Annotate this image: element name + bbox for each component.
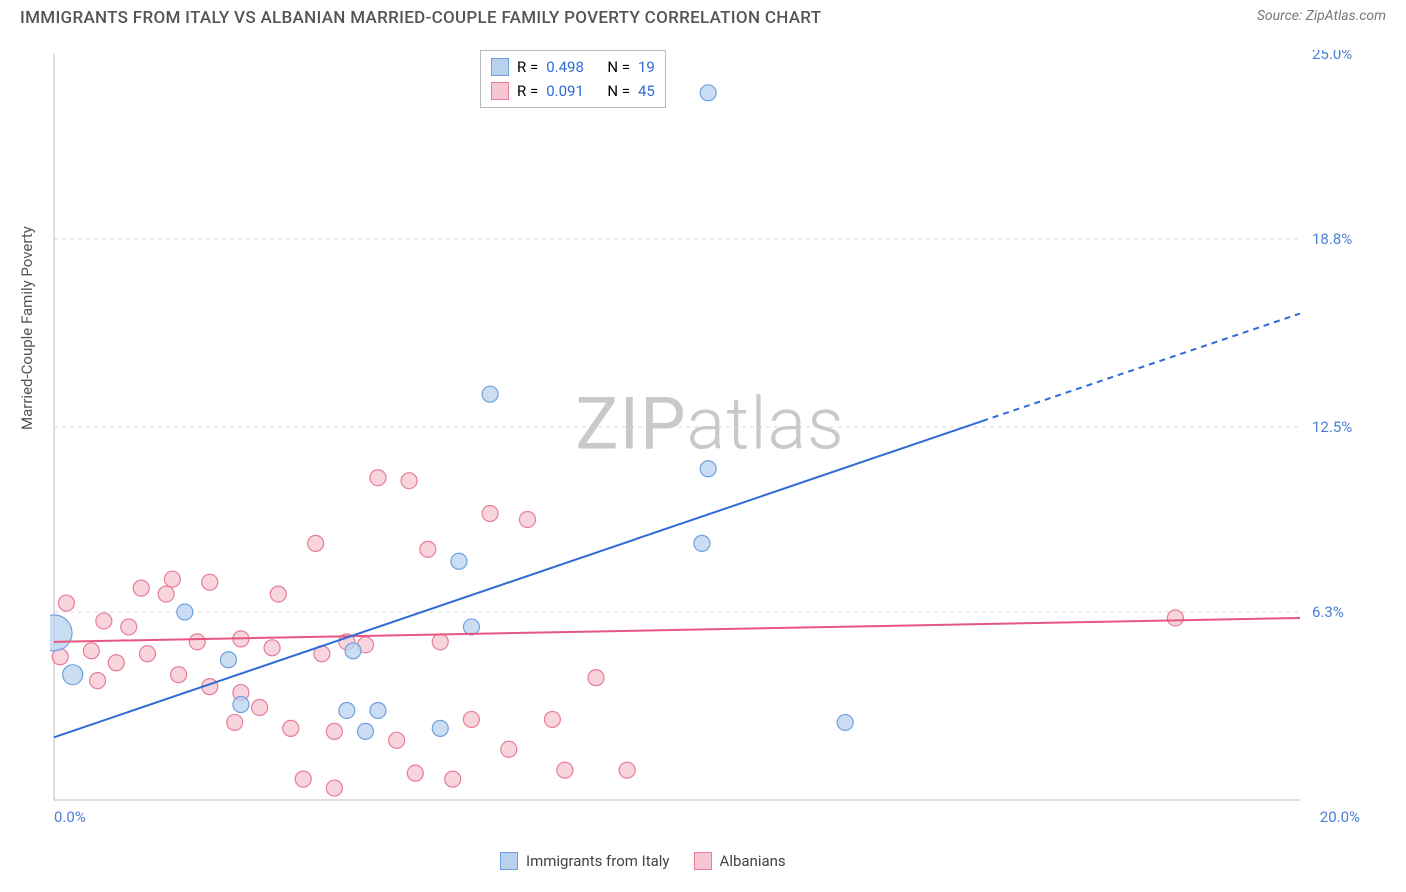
svg-text:12.5%: 12.5% [1312,418,1352,436]
svg-text:6.3%: 6.3% [1312,603,1344,621]
legend-row-italy: R = 0.498 N = 19 [491,55,655,79]
swatch-italy-icon [500,852,518,870]
source-attribution: Source: ZipAtlas.com [1257,8,1386,24]
swatch-albanians-icon [694,852,712,870]
svg-text:18.8%: 18.8% [1312,230,1352,248]
r-value-albanians: 0.091 [546,79,584,103]
svg-text:0.0%: 0.0% [54,808,86,826]
legend-row-albanians: R = 0.091 N = 45 [491,79,655,103]
svg-text:25.0%: 25.0% [1312,50,1352,63]
svg-text:20.0%: 20.0% [1320,808,1360,826]
legend-item-albanians: Albanians [694,852,786,870]
chart-title: IMMIGRANTS FROM ITALY VS ALBANIAN MARRIE… [20,8,821,28]
scatter-plot: 6.3% 12.5% 18.8% 25.0% 0.0% 20.0% [50,50,1370,830]
chart-area: 6.3%12.5%18.8%25.0%0.0%20.0% ZIPatlas [50,50,1370,830]
n-value-albanians: 45 [638,79,655,103]
y-axis-label: Married-Couple Family Poverty [18,226,36,430]
series-legend: Immigrants from Italy Albanians [500,852,786,870]
n-value-italy: 19 [638,55,655,79]
r-value-italy: 0.498 [546,55,584,79]
swatch-albanians [491,82,509,100]
correlation-legend: R = 0.498 N = 19 R = 0.091 N = 45 [480,50,666,108]
swatch-italy [491,58,509,76]
legend-item-italy: Immigrants from Italy [500,852,670,870]
